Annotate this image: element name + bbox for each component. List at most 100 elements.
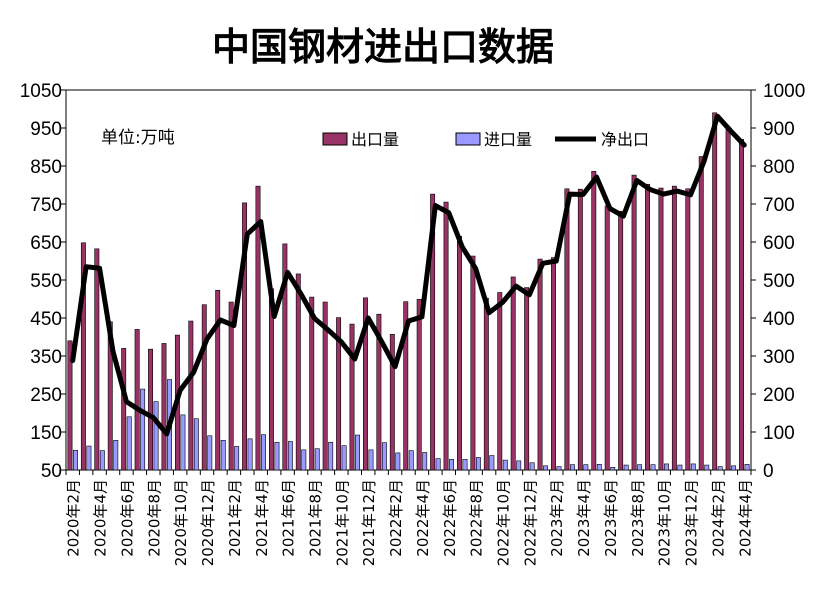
- y-left-tick-label: 350: [30, 347, 62, 368]
- bar-export: [483, 297, 489, 471]
- bar-export: [188, 320, 194, 471]
- bar-export: [577, 188, 583, 471]
- bar-export: [363, 297, 368, 471]
- bar-import: [287, 441, 293, 471]
- bar-export: [604, 205, 610, 471]
- x-tick-label: 2024年4月: [736, 479, 754, 557]
- x-tick-label: 2021年12月: [360, 479, 378, 566]
- y-left-tick-label: 550: [30, 271, 62, 292]
- bar-import: [462, 459, 468, 471]
- bar-export: [295, 273, 301, 471]
- bar-export: [497, 292, 503, 471]
- y-right-tick-label: 900: [763, 119, 795, 140]
- bar-export: [94, 248, 100, 471]
- bar-import: [368, 449, 374, 471]
- y-left-tick-label: 50: [41, 461, 62, 482]
- legend-swatch-import: [455, 132, 481, 146]
- y-left-tick-label: 150: [30, 423, 62, 444]
- y-right-tick-label: 300: [763, 347, 795, 368]
- x-tick-label: 2023年12月: [683, 479, 701, 566]
- x-tick-label: 2023年2月: [548, 479, 566, 557]
- bar-import: [341, 445, 347, 471]
- y-left-tick-label: 1050: [20, 81, 62, 102]
- unit-label: 单位:万吨: [101, 128, 175, 148]
- y-right-tick-label: 0: [763, 461, 774, 482]
- bars-group: [67, 112, 750, 471]
- bar-import: [328, 441, 334, 471]
- bar-export: [510, 276, 516, 471]
- y-left-tick-label: 450: [30, 309, 62, 330]
- bar-export: [215, 289, 221, 471]
- x-tick-label: 2022年2月: [387, 479, 405, 557]
- bar-import: [220, 440, 226, 471]
- plot-area: [65, 89, 752, 471]
- bar-export: [228, 301, 234, 471]
- bar-import: [677, 464, 683, 471]
- bar-export: [698, 156, 704, 471]
- x-tick-label: 2023年6月: [602, 479, 620, 557]
- x-tick-label: 2023年8月: [629, 479, 647, 557]
- y-right-tick-label: 500: [763, 271, 795, 292]
- bar-import: [301, 449, 307, 471]
- bar-import: [274, 441, 280, 471]
- bar-export: [591, 171, 597, 471]
- bar-import: [193, 418, 199, 471]
- bar-export: [121, 348, 127, 471]
- bar-import: [86, 445, 92, 471]
- bar-import: [623, 464, 629, 471]
- bar-import: [596, 463, 602, 471]
- bar-export: [712, 112, 718, 471]
- x-tick-label: 2024年2月: [709, 479, 727, 557]
- x-tick-label: 2021年6月: [280, 479, 298, 557]
- y-right-tick-label: 200: [763, 385, 795, 406]
- x-tick-label: 2023年10月: [656, 479, 674, 566]
- bar-import: [422, 452, 428, 471]
- bar-import: [408, 450, 414, 471]
- legend-swatch-export: [322, 132, 348, 146]
- net-export-line-group: [70, 113, 747, 437]
- x-tick-label: 2020年6月: [118, 479, 136, 557]
- bar-import: [502, 459, 508, 471]
- bar-export: [282, 243, 288, 471]
- bar-import: [234, 446, 240, 471]
- bar-import: [717, 466, 723, 471]
- bar-import: [140, 388, 146, 471]
- bar-export: [376, 313, 382, 471]
- bar-import: [516, 460, 522, 471]
- bar-export: [134, 329, 140, 471]
- bar-import: [261, 434, 266, 471]
- x-tick-label: 2022年12月: [521, 479, 539, 566]
- bar-export: [416, 299, 422, 471]
- x-tick-label: 2022年6月: [441, 479, 459, 557]
- bar-export: [685, 188, 691, 471]
- bar-import: [556, 466, 562, 471]
- bar-export: [242, 202, 248, 471]
- bar-import: [113, 440, 119, 471]
- legend-label-net-export: 净出口: [601, 130, 649, 149]
- x-tick-label: 2020年10月: [172, 479, 190, 566]
- bar-import: [650, 464, 656, 471]
- bar-import: [381, 442, 387, 471]
- legend-label-import: 进口量: [484, 130, 532, 149]
- bar-import: [744, 463, 750, 471]
- bar-export: [564, 188, 570, 471]
- net-export-line: [70, 113, 747, 437]
- bar-import: [583, 464, 589, 471]
- bar-export: [524, 287, 530, 471]
- bar-import: [569, 464, 575, 471]
- bar-export: [201, 304, 207, 471]
- bar-import: [529, 462, 535, 471]
- x-tick-label: 2021年8月: [306, 479, 324, 557]
- bar-import: [543, 465, 549, 471]
- bar-export: [457, 236, 462, 471]
- x-tick-label: 2021年2月: [226, 479, 244, 557]
- bar-import: [435, 458, 441, 471]
- bar-export: [671, 185, 677, 471]
- legend: 出口量 进口量 净出口: [322, 130, 649, 149]
- y-right-tick-label: 800: [763, 157, 795, 178]
- bar-export: [739, 139, 744, 471]
- bar-export: [725, 126, 731, 471]
- y-left-tick-label: 650: [30, 233, 62, 254]
- bar-import: [180, 414, 186, 471]
